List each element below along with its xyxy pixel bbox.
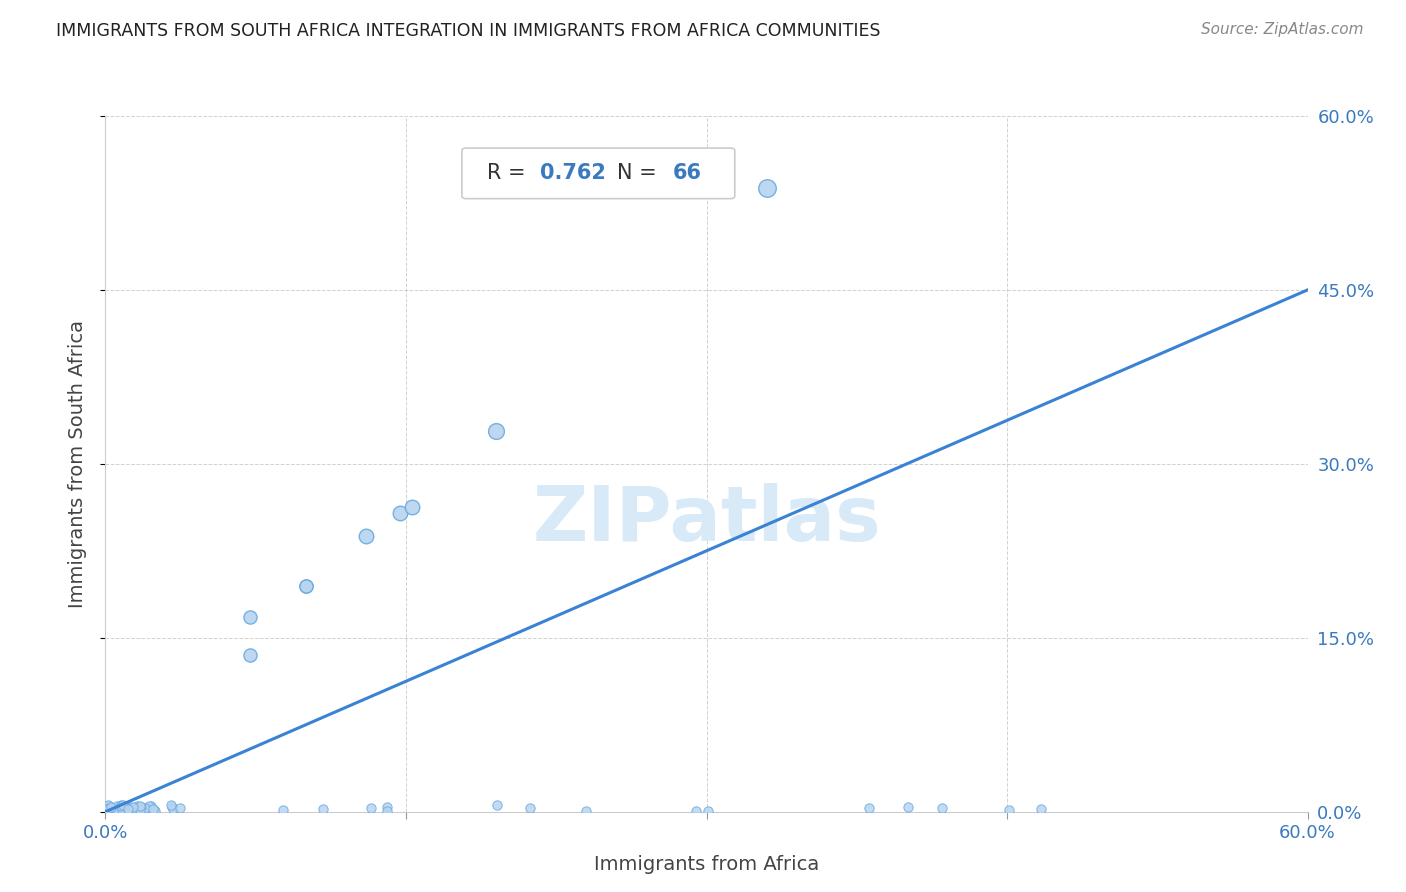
Point: [128, 799, 150, 814]
Point: [354, 529, 377, 543]
Text: N =: N =: [617, 163, 664, 184]
Point: [117, 802, 139, 816]
Text: 0.762: 0.762: [540, 163, 606, 184]
Point: [138, 798, 160, 813]
Point: [112, 800, 135, 814]
Point: [118, 804, 141, 818]
Point: [485, 425, 508, 439]
Point: [105, 799, 128, 814]
X-axis label: Immigrants from Africa: Immigrants from Africa: [593, 855, 820, 874]
Point: [239, 648, 262, 662]
Point: [118, 800, 141, 814]
Point: [100, 802, 122, 816]
Point: [575, 804, 598, 818]
Point: [169, 801, 191, 815]
Point: [127, 800, 149, 814]
Point: [485, 797, 508, 812]
Point: [271, 804, 294, 818]
Text: IMMIGRANTS FROM SOUTH AFRICA INTEGRATION IN IMMIGRANTS FROM AFRICA COMMUNITIES: IMMIGRANTS FROM SOUTH AFRICA INTEGRATION…: [56, 22, 880, 40]
Point: [755, 181, 778, 195]
Point: [111, 803, 134, 817]
Point: [110, 800, 132, 814]
Point: [136, 803, 159, 817]
Point: [295, 578, 318, 592]
Point: [375, 800, 398, 814]
Point: [139, 798, 162, 813]
Y-axis label: Immigrants from South Africa: Immigrants from South Africa: [67, 320, 87, 607]
Point: [401, 500, 423, 514]
Point: [931, 801, 953, 815]
Text: R =: R =: [488, 163, 533, 184]
Point: [998, 803, 1021, 817]
Point: [134, 801, 156, 815]
Point: [98, 800, 121, 814]
Point: [696, 804, 718, 818]
Point: [142, 803, 165, 817]
Point: [388, 506, 411, 520]
Point: [132, 804, 155, 818]
Point: [685, 804, 707, 818]
Point: [117, 802, 139, 816]
Point: [98, 799, 121, 814]
Text: ZIPatlas: ZIPatlas: [533, 483, 880, 557]
Point: [121, 800, 143, 814]
Point: [100, 800, 122, 814]
Point: [312, 802, 335, 816]
Point: [129, 803, 152, 817]
Point: [897, 800, 920, 814]
Point: [110, 799, 132, 814]
Point: [98, 801, 121, 815]
Point: [112, 803, 135, 817]
Point: [519, 801, 541, 815]
Point: [120, 801, 142, 815]
Text: 66: 66: [672, 163, 702, 184]
Point: [103, 804, 125, 818]
Point: [360, 801, 382, 815]
Point: [127, 798, 149, 813]
Point: [295, 578, 318, 592]
Point: [239, 610, 262, 624]
Point: [858, 801, 880, 815]
Point: [124, 802, 146, 816]
Point: [131, 802, 153, 816]
Point: [96, 802, 118, 816]
Point: [142, 802, 165, 816]
Point: [1029, 802, 1052, 816]
Point: [96, 802, 118, 816]
Point: [160, 800, 183, 814]
Point: [110, 797, 132, 812]
Point: [143, 804, 166, 818]
Point: [129, 800, 152, 814]
Point: [159, 798, 181, 813]
Point: [97, 797, 120, 812]
Point: [121, 802, 143, 816]
Point: [111, 802, 134, 816]
Point: [375, 804, 398, 818]
Point: [111, 797, 134, 812]
Text: Source: ZipAtlas.com: Source: ZipAtlas.com: [1201, 22, 1364, 37]
Point: [112, 799, 135, 814]
Point: [162, 802, 184, 816]
